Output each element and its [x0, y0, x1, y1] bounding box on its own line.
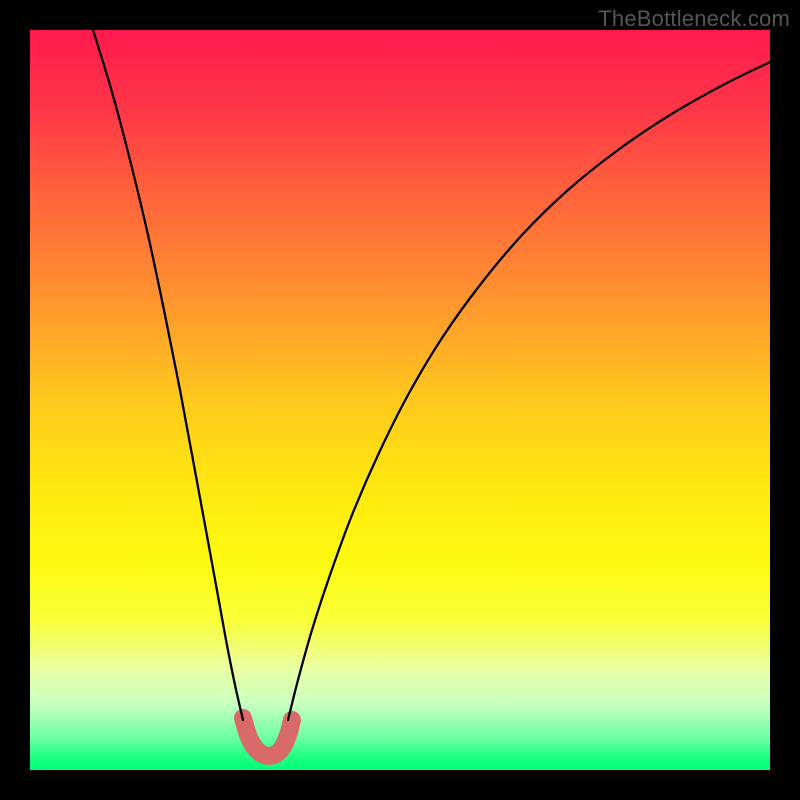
right-branch-path	[288, 62, 770, 720]
left-branch-path	[93, 30, 243, 720]
watermark-text: TheBottleneck.com	[598, 6, 790, 32]
plot-area	[30, 30, 770, 770]
curve-layer	[30, 30, 770, 770]
trough-highlight-path	[243, 718, 292, 756]
